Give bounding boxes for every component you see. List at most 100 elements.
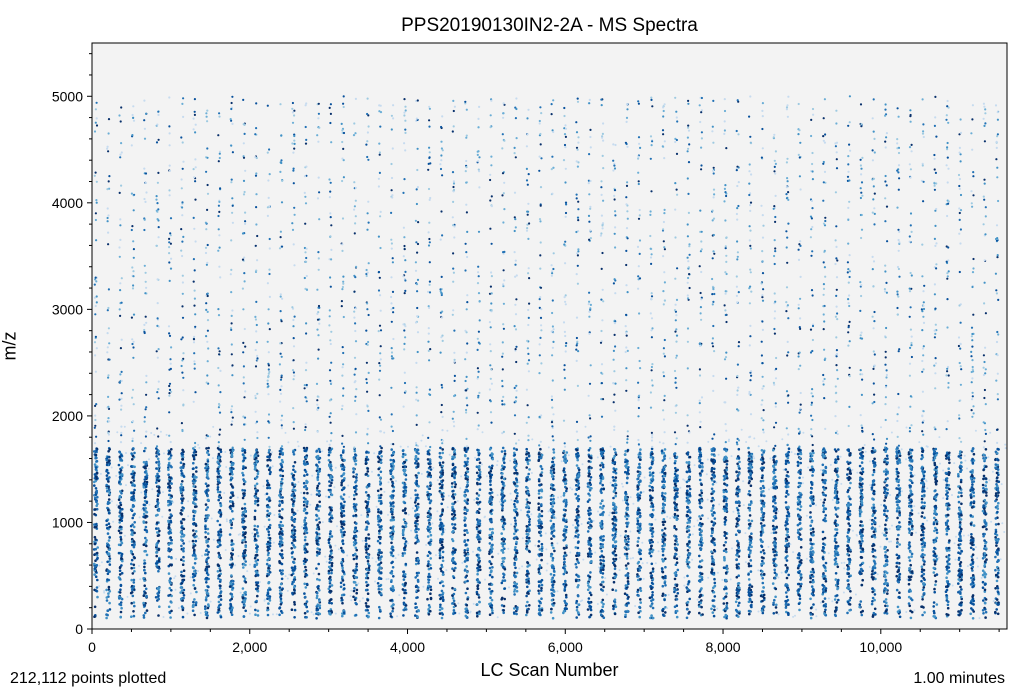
data-point <box>367 221 370 224</box>
data-point <box>278 513 281 516</box>
data-point <box>230 613 234 616</box>
data-point <box>304 423 307 426</box>
data-point <box>377 585 381 588</box>
data-point <box>318 126 321 129</box>
data-point <box>293 529 297 532</box>
data-point <box>329 474 333 478</box>
data-point <box>472 550 474 553</box>
data-point <box>241 593 245 597</box>
data-point <box>464 591 468 595</box>
data-point <box>168 531 171 534</box>
data-point <box>352 543 356 547</box>
data-point <box>354 222 357 225</box>
data-point <box>478 156 481 159</box>
data-point <box>325 560 328 563</box>
data-point <box>477 561 481 564</box>
data-point <box>464 358 467 361</box>
data-point <box>416 505 420 509</box>
data-point <box>130 566 133 570</box>
data-point <box>217 445 220 448</box>
data-point <box>218 567 221 570</box>
data-point <box>144 408 147 411</box>
data-point <box>291 510 294 514</box>
data-point <box>451 447 455 451</box>
data-point <box>292 544 295 547</box>
data-point <box>266 558 270 562</box>
data-point <box>321 450 324 453</box>
data-point <box>242 575 245 578</box>
data-point <box>293 142 296 145</box>
data-point <box>118 451 122 454</box>
data-point <box>243 456 247 460</box>
data-point <box>181 214 184 217</box>
data-point <box>168 586 172 590</box>
data-point <box>118 475 122 479</box>
data-point <box>340 511 343 515</box>
data-point <box>181 480 184 483</box>
data-point <box>112 520 115 523</box>
data-point <box>253 524 257 528</box>
data-point <box>256 581 260 584</box>
data-point <box>366 559 370 563</box>
data-point <box>340 564 344 567</box>
data-point <box>293 565 297 568</box>
data-point <box>145 482 149 486</box>
data-point <box>477 271 480 274</box>
data-point <box>242 556 246 560</box>
data-point <box>477 117 480 120</box>
data-point <box>192 522 195 526</box>
data-point <box>477 558 480 562</box>
data-point <box>464 100 467 103</box>
data-point <box>453 358 456 361</box>
data-point <box>440 383 443 387</box>
data-point <box>120 434 123 437</box>
data-point <box>414 261 417 264</box>
data-point <box>414 219 417 222</box>
data-point <box>254 492 258 496</box>
data-point <box>268 148 271 151</box>
data-point <box>157 348 160 351</box>
data-point <box>107 498 111 501</box>
data-point <box>401 449 405 453</box>
data-point <box>379 511 383 514</box>
data-point <box>105 463 109 467</box>
data-point <box>279 400 282 403</box>
data-point <box>342 105 345 109</box>
data-point <box>463 560 467 563</box>
data-point <box>120 370 123 373</box>
data-point <box>426 470 429 474</box>
data-point <box>143 466 147 470</box>
data-point <box>182 450 185 454</box>
data-point <box>279 103 282 106</box>
data-point <box>256 497 260 500</box>
data-point <box>316 454 320 458</box>
data-point <box>414 602 417 605</box>
data-point <box>429 597 433 601</box>
data-point <box>376 539 380 543</box>
data-point <box>168 189 171 192</box>
data-point <box>318 191 321 194</box>
data-point <box>144 571 147 575</box>
data-point <box>253 509 257 513</box>
data-point <box>130 491 134 495</box>
data-point <box>453 611 457 615</box>
data-point <box>379 246 382 250</box>
data-point <box>249 563 251 566</box>
data-point <box>131 439 134 443</box>
data-point <box>414 269 418 272</box>
data-point <box>305 288 309 291</box>
data-point <box>439 581 442 585</box>
data-point <box>315 594 319 598</box>
data-point <box>490 562 493 566</box>
data-point <box>390 351 394 354</box>
data-point <box>280 427 283 430</box>
data-point <box>377 177 380 180</box>
data-point <box>310 611 313 614</box>
data-point <box>148 458 150 461</box>
data-point <box>404 453 407 457</box>
data-point <box>107 405 110 408</box>
data-point <box>206 451 209 454</box>
data-point <box>168 388 172 391</box>
data-point <box>453 236 456 239</box>
data-point <box>206 460 210 463</box>
